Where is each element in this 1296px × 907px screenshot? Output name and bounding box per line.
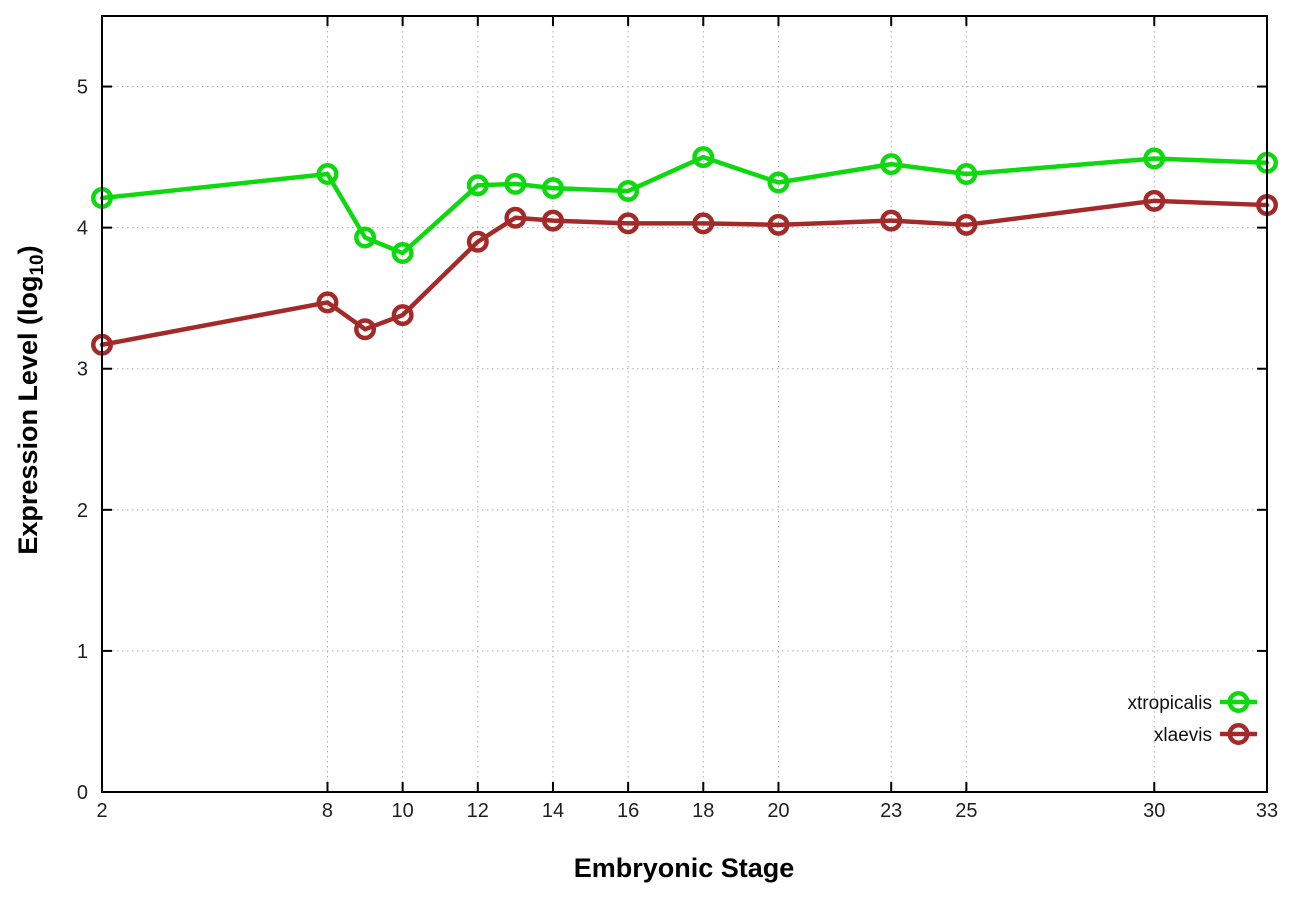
legend: xtropicalis xlaevis (1128, 691, 1257, 746)
legend-entry-xtropicalis: xtropicalis (1128, 691, 1257, 714)
legend-entry-xlaevis: xlaevis (1154, 723, 1257, 746)
data-point-xtropicalis (617, 179, 640, 202)
y-tick-label: 4 (77, 218, 88, 240)
data-point-xtropicalis (541, 177, 564, 200)
x-axis-title: Embryonic Stage (573, 853, 795, 883)
data-point-xlaevis (617, 212, 640, 235)
data-point-xlaevis (391, 304, 414, 327)
series-line-xtropicalis (99, 154, 1270, 256)
data-point-xtropicalis (316, 163, 339, 186)
data-point-xlaevis (354, 318, 377, 341)
x-tick-label: 18 (692, 800, 714, 822)
x-tick-label: 20 (767, 800, 789, 822)
y-axis-title-subscript: 10 (27, 254, 49, 276)
data-point-xtropicalis (955, 163, 978, 186)
y-tick-label: 2 (77, 500, 88, 522)
data-point-xtropicalis (692, 146, 715, 169)
x-tick-label: 10 (392, 800, 414, 822)
data-point-xlaevis (316, 291, 339, 314)
x-tick-label: 8 (322, 800, 333, 822)
legend-label-xtropicalis: xtropicalis (1128, 693, 1212, 714)
series-line-xlaevis (99, 198, 1270, 347)
data-point-xtropicalis (1143, 147, 1166, 170)
y-axis-title-close: ) (12, 245, 43, 255)
data-point-xlaevis (541, 209, 564, 232)
data-point-xtropicalis (354, 226, 377, 249)
data-point-xtropicalis (466, 174, 489, 197)
x-tick-label: 2 (96, 800, 107, 822)
y-axis-title: Expression Level (log10) (13, 245, 49, 554)
legend-label-xlaevis: xlaevis (1154, 725, 1212, 746)
y-tick-label: 3 (77, 359, 88, 381)
x-tick-label: 23 (880, 800, 902, 822)
x-tick-label: 12 (467, 800, 489, 822)
data-point-xlaevis (692, 212, 715, 235)
x-tick-label: 30 (1143, 800, 1165, 822)
data-point-xlaevis (767, 213, 790, 236)
data-point-xlaevis (955, 213, 978, 236)
legend-marker-icon (1227, 723, 1250, 745)
legend-marker-icon (1227, 691, 1250, 713)
plot-border (101, 15, 1268, 793)
series-layer (91, 146, 1278, 356)
data-point-xtropicalis (504, 172, 527, 195)
grid-layer (101, 16, 1268, 793)
y-tick-label: 0 (77, 782, 88, 804)
x-tick-label: 25 (955, 800, 977, 822)
y-tick-label: 1 (77, 641, 88, 663)
data-point-xtropicalis (391, 242, 414, 265)
data-point-xtropicalis (880, 153, 903, 176)
data-point-xlaevis (466, 230, 489, 253)
x-tick-label: 14 (542, 800, 564, 822)
data-point-xlaevis (504, 206, 527, 229)
data-point-xlaevis (1143, 189, 1166, 212)
y-tick-label: 5 (77, 77, 88, 99)
x-tick-label: 16 (617, 800, 639, 822)
axis-layer (101, 15, 1268, 793)
data-point-xlaevis (880, 209, 903, 232)
y-axis-title-main: Expression Level (log (12, 275, 43, 555)
data-point-xtropicalis (767, 171, 790, 194)
x-tick-label: 33 (1256, 800, 1278, 822)
